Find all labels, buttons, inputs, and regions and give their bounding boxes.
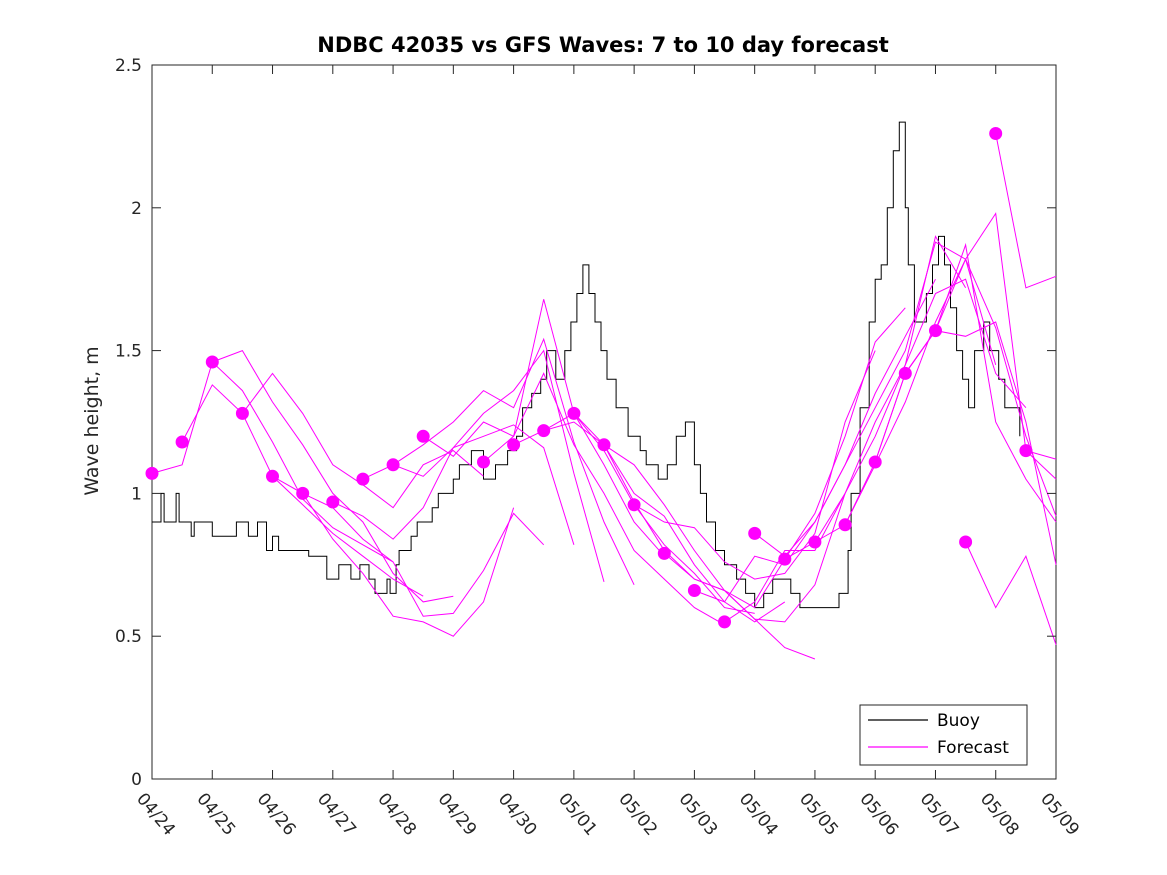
forecast-line-5 (272, 475, 515, 637)
forecast-line-8 (362, 349, 605, 583)
forecast-point (808, 535, 822, 549)
forecast-line-25 (904, 212, 1057, 480)
y-tick-label: 1 (131, 484, 142, 504)
forecast-line-6 (302, 492, 545, 617)
forecast-line-3 (212, 349, 454, 603)
forecast-point (416, 429, 430, 443)
forecast-point (386, 458, 400, 472)
forecast-point (778, 552, 792, 566)
y-tick-label: 1.5 (115, 342, 142, 362)
plot-area (145, 64, 1057, 780)
forecast-point (898, 366, 912, 380)
forecast-line-13 (543, 421, 786, 623)
forecast-point (1019, 444, 1033, 458)
forecast-line-1 (151, 361, 394, 563)
forecast-point (507, 438, 521, 452)
plot-frame (151, 64, 1057, 780)
forecast-line-11 (483, 372, 725, 626)
forecast-line-2 (181, 384, 424, 597)
y-tick-label: 2.5 (115, 56, 142, 76)
forecast-point (989, 127, 1003, 140)
forecast-point (356, 472, 370, 486)
forecast-point (959, 535, 973, 549)
forecast-point (326, 495, 340, 509)
forecast-line-9 (392, 337, 635, 586)
forecast-line-27 (995, 133, 1057, 289)
legend-forecast-label: Forecast (937, 738, 1009, 758)
forecast-point (868, 455, 882, 469)
forecast-point (929, 324, 942, 338)
forecast-point (235, 406, 249, 420)
forecast-point (718, 615, 731, 629)
y-axis-label: Wave height, m (81, 346, 103, 495)
chart-title: NDBC 42035 vs GFS Waves: 7 to 10 day for… (317, 33, 888, 57)
forecast-point (477, 455, 490, 469)
forecast-point (175, 435, 189, 449)
y-axis: 0 0.5 1 1.5 2 2.5 (115, 56, 1056, 790)
forecast-point (266, 469, 279, 483)
forecast-line-10 (422, 299, 665, 557)
forecast-point (567, 406, 581, 420)
legend: Buoy Forecast (859, 704, 1028, 766)
forecast-line-26 (965, 541, 1057, 645)
forecast-point (657, 546, 671, 560)
forecast-line-21 (784, 278, 1027, 560)
y-tick-label: 0.5 (115, 627, 142, 647)
legend-buoy-label: Buoy (937, 711, 980, 731)
forecast-point (838, 518, 852, 532)
y-tick-label: 2 (131, 199, 142, 219)
forecast-point (627, 498, 641, 512)
buoy-line (152, 121, 1021, 609)
forecast-point (537, 424, 551, 438)
forecast-point (145, 466, 159, 480)
forecast-line-16 (633, 350, 876, 580)
forecast-point (597, 438, 611, 452)
legend-box (859, 704, 1028, 766)
forecast-line-20 (754, 241, 997, 557)
y-tick-label: 0 (131, 770, 142, 790)
forecast-point (748, 526, 762, 540)
forecast-point (687, 584, 701, 597)
forecast-point (296, 486, 310, 500)
forecast-point (205, 355, 219, 369)
